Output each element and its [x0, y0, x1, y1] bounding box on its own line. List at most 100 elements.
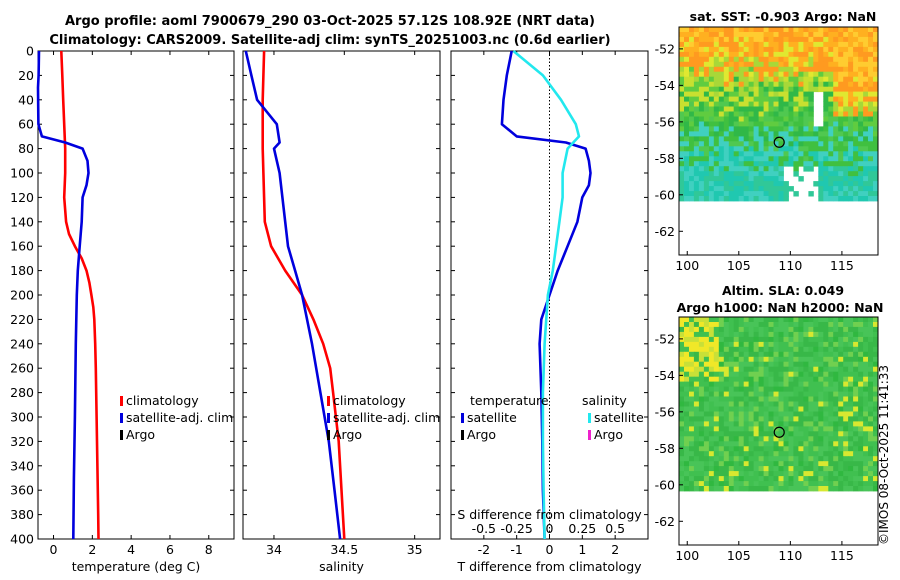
ytick-label: 240	[10, 336, 34, 351]
xlabel-difference: T difference from climatology	[456, 559, 642, 574]
ytick-label: 280	[10, 385, 34, 400]
map-ytick-label: -56	[655, 404, 675, 419]
legend-argo-label: Argo	[126, 427, 155, 442]
xlabel-top-difference: S difference from climatology	[457, 507, 642, 522]
xtick-label: 35	[407, 542, 423, 557]
legend-climatology-swatch	[327, 396, 330, 406]
ytick-label: 360	[10, 483, 34, 498]
ytick-label: 300	[10, 410, 34, 425]
legend-sal-satellite-label: satellite	[594, 410, 644, 425]
series-line-difference-0	[500, 50, 592, 540]
ytick-label: 320	[10, 434, 34, 449]
ytick-label: 160	[10, 239, 34, 254]
xtick-label: 2	[88, 542, 96, 557]
ytick-label: 140	[10, 214, 34, 229]
map-ytick-label: -52	[655, 331, 675, 346]
panel-frame-salinity	[242, 50, 441, 540]
map-ytick-label: -58	[655, 441, 675, 456]
legend-temp-argo-label: Argo	[467, 427, 496, 442]
map-ytick-label: -54	[655, 78, 675, 93]
xtick-label: -1	[510, 542, 522, 557]
map-ytick-label: -54	[655, 368, 675, 383]
map-cells-altim_sla_map	[679, 317, 879, 492]
legend-satellite-label: satellite-adj. clim	[126, 410, 233, 425]
xtick-label: -2	[478, 542, 490, 557]
legend-argo-swatch	[327, 430, 330, 440]
xtick-label: 2	[611, 542, 619, 557]
ytick-label: 260	[10, 361, 34, 376]
figure-title-line2: Climatology: CARS2009. Satellite-adj cli…	[49, 33, 611, 48]
xtick-label: 34.5	[330, 542, 358, 557]
ytick-label: 60	[18, 117, 34, 132]
ytick-label: 120	[10, 190, 34, 205]
legend-sal-satellite-swatch	[588, 413, 591, 423]
sla-map-title-line2: Argo h1000: NaN h2000: NaN	[676, 300, 884, 315]
legend-climatology-swatch	[120, 396, 123, 406]
figure-title-line1: Argo profile: aoml 7900679_290 03-Oct-20…	[64, 14, 596, 29]
map-xtick-label: 115	[830, 548, 854, 563]
map-frame-sat_sst_map	[678, 26, 879, 256]
panel-frame-temperature	[37, 50, 235, 540]
xtick-label: 8	[205, 542, 213, 557]
ytick-label: 220	[10, 312, 34, 327]
legend-satellite-label: satellite-adj. clim	[333, 410, 440, 425]
map-xtick-label: 115	[830, 258, 854, 273]
xtick-top-label: 0.5	[605, 521, 625, 536]
map-ytick-label: -56	[655, 114, 675, 129]
map-ytick-label: -60	[655, 477, 675, 492]
map-ytick-label: -58	[655, 151, 675, 166]
ytick-label: 180	[10, 263, 34, 278]
xlabel-temperature: temperature (deg C)	[72, 559, 201, 574]
ytick-label: 200	[10, 288, 34, 303]
legend-temp-satellite-label: satellite	[467, 410, 517, 425]
legend-temp-satellite-swatch	[461, 413, 464, 423]
map-xtick-label: 110	[778, 258, 802, 273]
series-line-salinity-1	[244, 50, 342, 540]
sst-map-title: sat. SST: -0.903 Argo: NaN	[689, 9, 877, 24]
ytick-label: 340	[10, 458, 34, 473]
legend-sal-argo-label: Argo	[594, 427, 623, 442]
legend-temp-argo-swatch	[461, 430, 464, 440]
xtick-label: 0	[546, 542, 554, 557]
legend-title-temperature: temperature	[470, 393, 549, 408]
map-xtick-label: 105	[727, 258, 751, 273]
legend-title-salinity: salinity	[582, 393, 627, 408]
xtick-top-label: 0	[546, 521, 554, 536]
xlabel-salinity: salinity	[319, 559, 364, 574]
xtick-label: 4	[127, 542, 135, 557]
ytick-label: 20	[18, 68, 34, 83]
xtick-label: 1	[578, 542, 586, 557]
legend-sal-argo-swatch	[588, 430, 591, 440]
map-xtick-label: 105	[727, 548, 751, 563]
series-line-difference-1	[512, 49, 581, 540]
argo-position-marker	[773, 136, 785, 148]
ytick-label: 380	[10, 507, 34, 522]
map-ytick-label: -60	[655, 187, 675, 202]
ytick-label: 400	[10, 532, 34, 547]
map-xtick-label: 110	[778, 548, 802, 563]
map-frame-altim_sla_map	[678, 316, 879, 546]
sla-map-title-line1: Altim. SLA: 0.049	[721, 283, 845, 298]
map-cells-sat_sst_map	[679, 27, 879, 202]
xtick-label: 0	[50, 542, 58, 557]
legend-satellite-swatch	[327, 413, 330, 423]
legend-argo-label: Argo	[333, 427, 362, 442]
map-ytick-label: -52	[655, 41, 675, 56]
series-line-temperature-0	[60, 50, 100, 540]
xtick-top-label: 0.25	[568, 521, 596, 536]
ytick-label: 40	[18, 92, 34, 107]
series-line-temperature-1	[36, 50, 90, 540]
map-xtick-label: 100	[675, 548, 699, 563]
legend-argo-swatch	[120, 430, 123, 440]
xtick-top-label: -0.25	[500, 521, 532, 536]
ytick-label: 0	[26, 44, 34, 59]
ytick-label: 80	[18, 141, 34, 156]
xtick-label: 34	[266, 542, 282, 557]
map-xtick-label: 100	[675, 258, 699, 273]
legend-climatology-label: climatology	[333, 393, 406, 408]
legend-climatology-label: climatology	[126, 393, 199, 408]
xtick-label: 6	[166, 542, 174, 557]
map-ytick-label: -62	[655, 224, 675, 239]
xtick-top-label: -0.5	[472, 521, 496, 536]
